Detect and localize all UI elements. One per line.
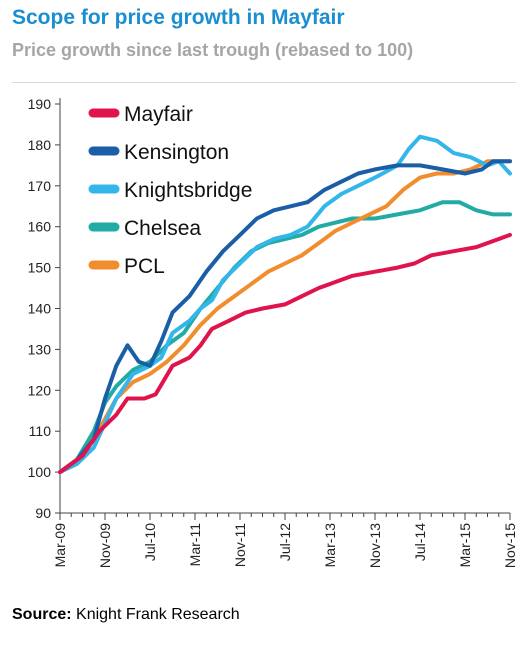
series-lines [58,134,512,475]
legend-label-kensington: Kensington [124,141,229,164]
x-tick-label: Jul-12 [277,523,293,561]
y-tick-label: 140 [28,301,52,317]
series-line-mayfair [58,232,512,475]
legend-label-mayfair: Mayfair [124,103,193,126]
legend: Mayfair Kensington Knightsbridge Chelsea PCL [88,103,252,278]
y-tick-label: 160 [28,219,52,235]
y-axis: 90 100 110 120 130 140 150 160 170 180 190 [28,96,61,521]
chart-title: Scope for price growth in Mayfair [12,6,345,29]
y-tick-label: 130 [28,341,52,357]
y-tick-label: 190 [28,96,52,112]
x-tick-label: Mar-15 [457,523,473,568]
y-tick-label: 120 [28,382,52,398]
series-line-knightsbridge [58,134,512,475]
y-tick-label: 180 [28,137,52,153]
legend-label-chelsea: Chelsea [124,217,201,240]
series-line-chelsea [58,200,512,475]
x-tick-label: Nov-11 [232,523,248,567]
x-tick-label: Mar-09 [52,523,68,568]
legend-label-pcl: PCL [124,255,165,278]
price-growth-chart: 90 100 110 120 130 140 150 160 170 180 190 Mar-09 N… [28,96,518,568]
series-line-kensington [58,159,512,475]
x-tick-label: Mar-13 [322,523,338,568]
y-tick-label: 90 [35,505,51,521]
legend-label-knightsbridge: Knightsbridge [124,179,252,202]
source-text: Knight Frank Research [76,606,240,623]
x-tick-label: Jul-10 [142,523,158,561]
y-tick-label: 150 [28,260,52,276]
source-note: Source: Knight Frank Research [12,606,240,624]
x-tick-label: Mar-11 [187,523,203,567]
y-tick-label: 170 [28,178,52,194]
source-label: Source: [12,606,72,623]
y-tick-label: 100 [28,464,52,480]
x-tick-label: Jul-14 [412,523,428,561]
y-tick-label: 110 [29,423,52,439]
title-divider [12,82,516,83]
series-line-pcl [58,159,512,475]
chart-subtitle: Price growth since last trough (rebased … [12,40,414,60]
x-axis: Mar-09 Nov-09 Jul-10 Mar-11 Nov-11 Jul-12 Mar-… [52,512,518,568]
x-tick-label: Nov-09 [97,523,113,568]
x-tick-label: Nov-15 [502,523,518,568]
x-tick-label: Nov-13 [367,523,383,568]
